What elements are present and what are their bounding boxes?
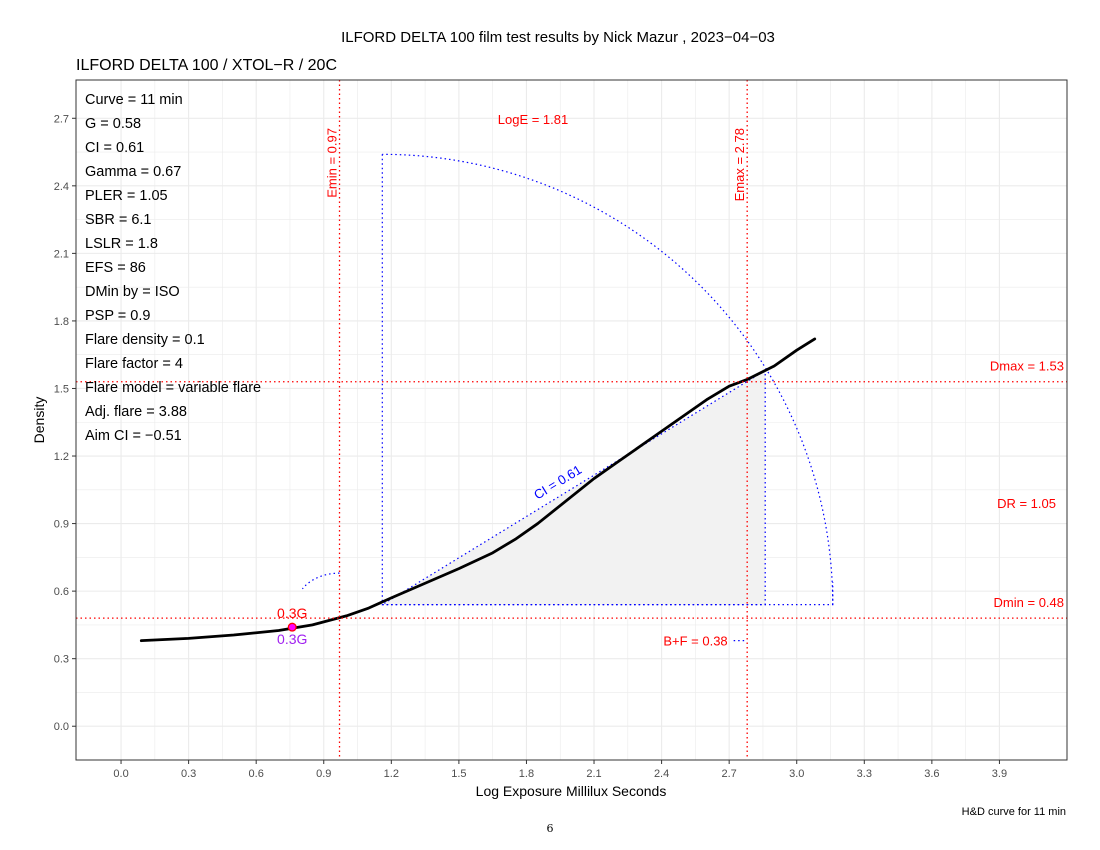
contrast-arc [382, 153, 834, 605]
stats-panel: Curve = 11 min G = 0.58 CI = 0.61 Gamma = 0… [85, 92, 261, 444]
curve-layer [139, 337, 817, 643]
speed-point-label-top: 0.3G [277, 605, 307, 621]
x-tick-label: 3.9 [992, 768, 1007, 780]
chart-caption: H&D curve for 11 min [962, 806, 1066, 818]
y-tick-label: 1.2 [54, 451, 69, 463]
horizontal-reference-label: Dmax = 1.53 [990, 359, 1064, 374]
y-tick-label: 0.3 [54, 654, 69, 666]
vertical-reference-label: Emin = 0.97 [325, 128, 340, 198]
x-axis-title: Log Exposure Millilux Seconds [476, 783, 667, 799]
plot-panel [76, 80, 1067, 760]
x-tick-label: 1.8 [519, 768, 534, 780]
x-tick-label: 2.4 [654, 768, 669, 780]
x-tick-label: 0.0 [113, 768, 128, 780]
x-tick-label: 3.3 [857, 768, 872, 780]
y-tick-label: 1.5 [54, 383, 69, 395]
x-tick-label: 0.6 [249, 768, 264, 780]
x-tick-label: 2.1 [586, 768, 601, 780]
x-tick-label: 0.3 [181, 768, 196, 780]
x-tick-label: 1.2 [384, 768, 399, 780]
speed-point-marker [289, 623, 296, 631]
axis-layer: 0.0 0.3 0.6 0.9 1.2 1.5 1.8 2.1 2.4 2.7 3.0 3.3 3.6 3… [54, 113, 1007, 780]
construction-layer [301, 153, 834, 642]
dr-label: DR = 1.05 [997, 496, 1056, 511]
stat-line: EFS = 86 [85, 260, 146, 276]
x-tick-label: 3.0 [789, 768, 804, 780]
chart-subtitle: ILFORD DELTA 100 / XTOL−R / 20C [76, 57, 337, 74]
stat-line: PLER = 1.05 [85, 188, 168, 204]
x-tick-label: 0.9 [316, 768, 331, 780]
y-tick-label: 0.6 [54, 586, 69, 598]
y-axis-title: Density [31, 397, 47, 444]
x-tick-label: 3.6 [924, 768, 939, 780]
y-tick-label: 1.8 [54, 316, 69, 328]
grid-layer [76, 80, 1067, 760]
stat-line: LSLR = 1.8 [85, 236, 158, 252]
y-tick-label: 2.7 [54, 113, 69, 125]
stat-line: PSP = 0.9 [85, 308, 150, 324]
page-number: 6 [546, 822, 554, 835]
stat-line: Adj. flare = 3.88 [85, 404, 187, 420]
horizontal-reference-label: Dmin = 0.48 [994, 595, 1064, 610]
y-tick-label: 0.9 [54, 519, 69, 531]
stat-line: Flare model = variable flare [85, 380, 261, 396]
panel-border [75, 79, 1068, 761]
chart-title: ILFORD DELTA 100 film test results by Ni… [341, 29, 775, 46]
stat-line: Flare density = 0.1 [85, 332, 205, 348]
stat-line: DMin by = ISO [85, 284, 180, 300]
y-tick-label: 2.1 [54, 248, 69, 260]
stat-line: Aim CI = −0.51 [85, 428, 182, 444]
stat-line: CI = 0.61 [85, 140, 144, 156]
stat-line: Flare factor = 4 [85, 356, 183, 372]
vertical-reference-label: Emax = 2.78 [732, 128, 747, 201]
y-tick-label: 2.4 [54, 181, 69, 193]
speed-point-label-bottom: 0.3G [277, 631, 307, 647]
y-tick-label: 0.0 [54, 721, 69, 733]
base-fog-label: B+F = 0.38 [663, 634, 727, 649]
loge-label: LogE = 1.81 [498, 112, 568, 127]
stat-line: G = 0.58 [85, 116, 141, 132]
x-tick-label: 2.7 [722, 768, 737, 780]
ci-triangle-outline [381, 369, 766, 606]
x-tick-label: 1.5 [451, 768, 466, 780]
stat-line: Curve = 11 min [85, 92, 183, 108]
stat-line: Gamma = 0.67 [85, 164, 181, 180]
hd-curve-line [139, 337, 817, 643]
reference-layer: Emin = 0.97 Emax = 2.78 Dmax = 1.53 Dmin = … [76, 80, 1067, 760]
stat-line: SBR = 6.1 [85, 212, 152, 228]
